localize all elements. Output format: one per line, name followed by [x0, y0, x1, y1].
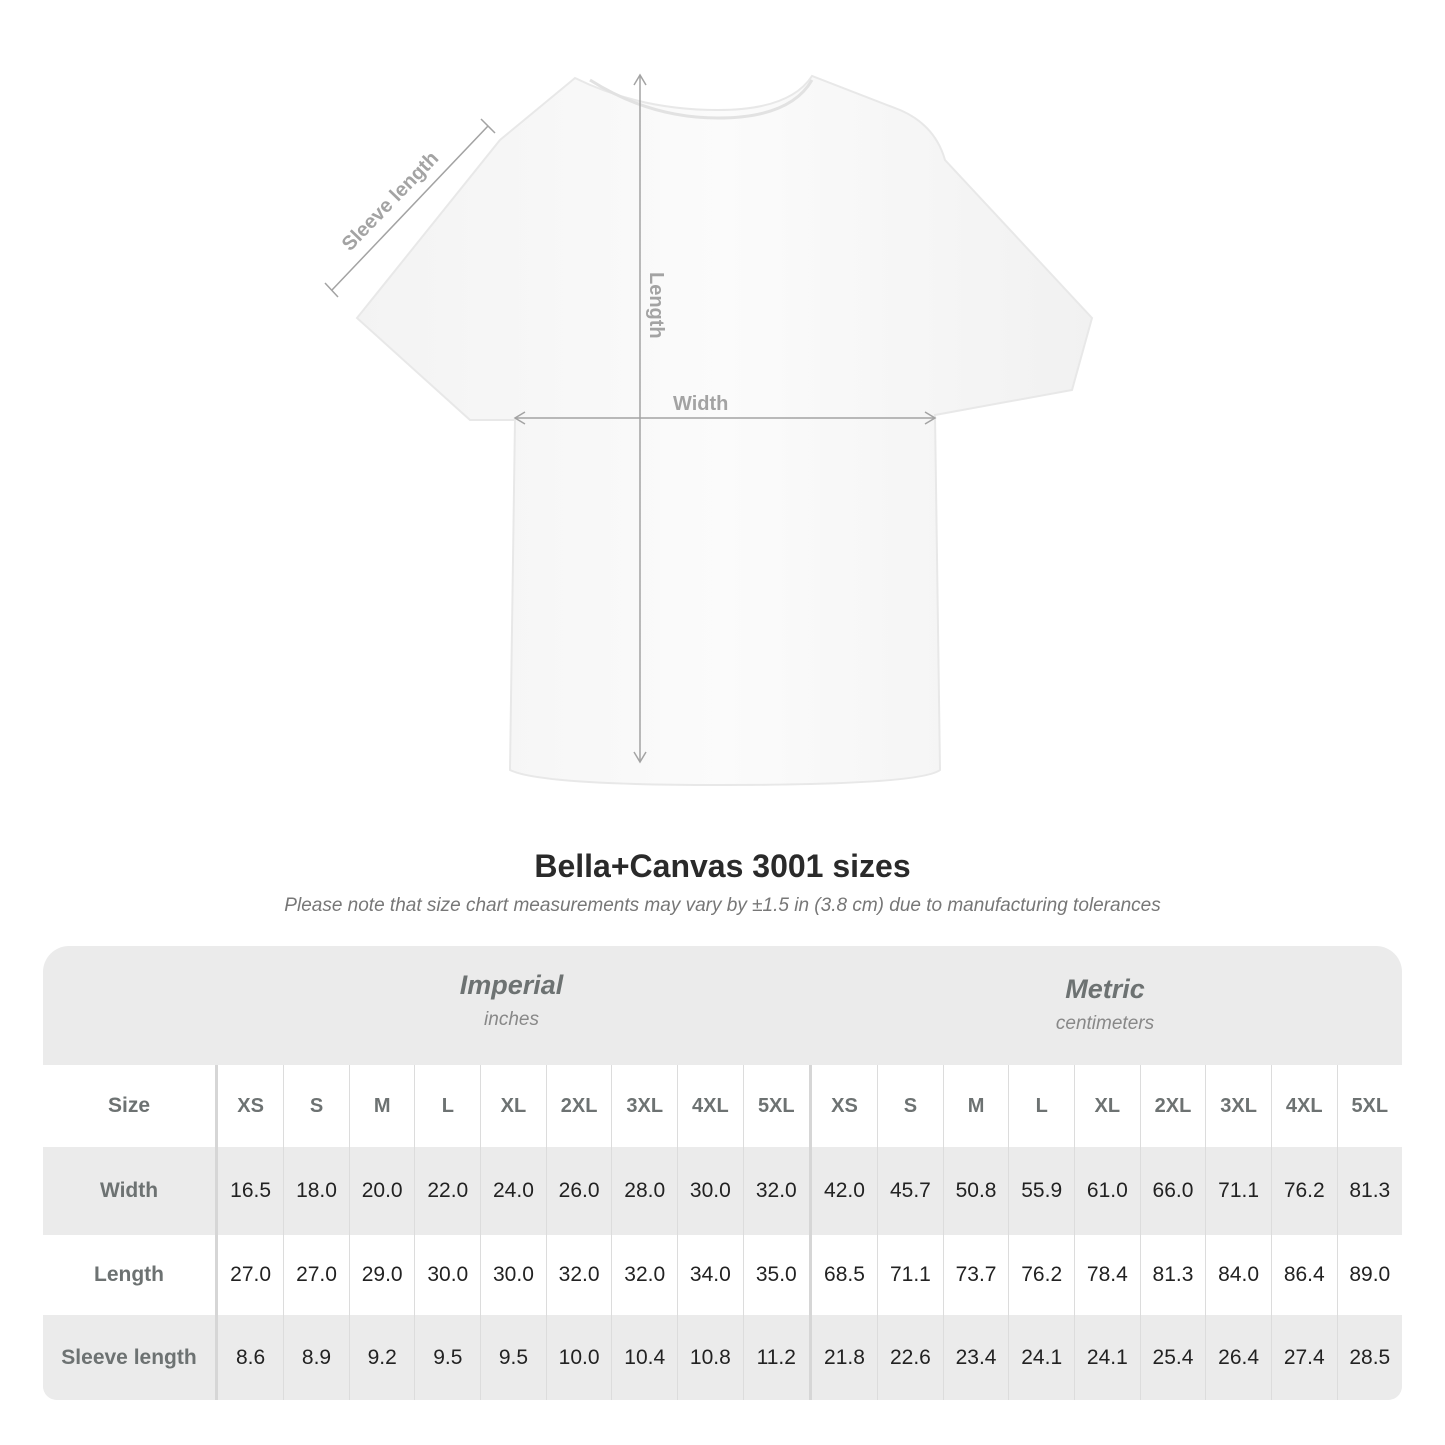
tolerance-note: Please note that size chart measurements… [284, 895, 1161, 916]
imperial-value: 8.9 [283, 1315, 350, 1400]
size-table: Size XS S M L XL 2XL 3XL 4XL 5XL XS S M L XL 2XL 3XL 4XL 5… [43, 1065, 1402, 1400]
imperial-value: 9.2 [348, 1315, 415, 1400]
metric-value: 28.5 [1336, 1315, 1402, 1400]
metric-value: 73.7 [942, 1235, 1009, 1315]
metric-value: 68.5 [808, 1235, 878, 1315]
imperial-value: 28.0 [611, 1147, 678, 1235]
table-row: Length 27.0 27.0 29.0 30.0 30.0 32.0 32.0 34.0 35… [43, 1235, 1402, 1315]
metric-value: 50.8 [942, 1147, 1009, 1235]
size-label: Size [107, 1094, 151, 1117]
sleeve-line [331, 125, 489, 291]
metric-value: 66.0 [1139, 1147, 1206, 1235]
size-header: L [414, 1065, 481, 1147]
row-label: Sleeve length [61, 1345, 197, 1369]
size-chart: Imperial inches Metric centimeters Size XS S… [43, 946, 1402, 1400]
imperial-value: 8.6 [214, 1315, 284, 1400]
metric-value: 27.4 [1270, 1315, 1338, 1400]
imperial-value: 27.0 [214, 1235, 284, 1315]
metric-value: 71.1 [877, 1235, 944, 1315]
imperial-value: 32.0 [611, 1235, 678, 1315]
imperial-value: 20.0 [348, 1147, 415, 1235]
page-title: Bella+Canvas 3001 sizes [534, 848, 911, 884]
metric-value: 22.6 [877, 1315, 944, 1400]
size-header: 4XL [1270, 1065, 1338, 1147]
size-header: XS [808, 1065, 878, 1147]
metric-value: 84.0 [1205, 1235, 1272, 1315]
row-label: Length [94, 1263, 164, 1286]
size-header: L [1008, 1065, 1075, 1147]
metric-value: 26.4 [1205, 1315, 1272, 1400]
imperial-value: 30.0 [677, 1147, 744, 1235]
metric-value: 86.4 [1270, 1235, 1338, 1315]
imperial-value: 35.0 [742, 1235, 811, 1315]
metric-value: 55.9 [1008, 1147, 1075, 1235]
metric-value: 21.8 [808, 1315, 878, 1400]
table-row: Sleeve length 8.6 8.9 9.2 9.5 9.5 10.0 10.4 10.8… [43, 1315, 1402, 1400]
size-header: M [942, 1065, 1009, 1147]
metric-header: Metric centimeters [1055, 974, 1155, 1034]
metric-value: 76.2 [1270, 1147, 1338, 1235]
imperial-value: 30.0 [414, 1235, 481, 1315]
size-header: S [877, 1065, 944, 1147]
imperial-value: 30.0 [480, 1235, 547, 1315]
imperial-value: 16.5 [214, 1147, 284, 1235]
size-header: XL [1074, 1065, 1141, 1147]
size-header: 4XL [677, 1065, 744, 1147]
metric-value: 81.3 [1139, 1235, 1206, 1315]
imperial-value: 34.0 [677, 1235, 744, 1315]
metric-value: 71.1 [1205, 1147, 1272, 1235]
size-header: 2XL [545, 1065, 612, 1147]
tshirt-body [355, 74, 1094, 787]
size-header: 2XL [1139, 1065, 1206, 1147]
metric-value: 81.3 [1336, 1147, 1402, 1235]
length-label: Length [645, 272, 667, 339]
metric-value: 23.4 [942, 1315, 1009, 1400]
imperial-value: 29.0 [348, 1235, 415, 1315]
size-header: 5XL [1336, 1065, 1402, 1147]
imperial-value: 9.5 [414, 1315, 481, 1400]
imperial-value: 10.4 [611, 1315, 678, 1400]
imperial-value: 10.0 [545, 1315, 612, 1400]
size-header: 5XL [742, 1065, 811, 1147]
imperial-value: 9.5 [480, 1315, 547, 1400]
imperial-header: Imperial inches [459, 970, 564, 1030]
imperial-value: 22.0 [414, 1147, 481, 1235]
metric-value: 24.1 [1008, 1315, 1075, 1400]
metric-value: 25.4 [1139, 1315, 1206, 1400]
imperial-value: 32.0 [742, 1147, 811, 1235]
size-header: M [348, 1065, 415, 1147]
metric-value: 45.7 [877, 1147, 944, 1235]
imperial-value: 11.2 [742, 1315, 811, 1400]
size-header: 3XL [611, 1065, 678, 1147]
imperial-value: 24.0 [480, 1147, 547, 1235]
metric-value: 78.4 [1074, 1235, 1141, 1315]
size-header: XS [214, 1065, 284, 1147]
size-header: XL [480, 1065, 547, 1147]
imperial-value: 18.0 [283, 1147, 350, 1235]
metric-value: 42.0 [808, 1147, 878, 1235]
metric-value: 24.1 [1074, 1315, 1141, 1400]
tshirt-diagram: Sleeve length Length Width [324, 73, 1094, 787]
metric-value: 76.2 [1008, 1235, 1075, 1315]
imperial-value: 26.0 [545, 1147, 612, 1235]
row-label: Width [99, 1179, 159, 1202]
imperial-value: 27.0 [283, 1235, 350, 1315]
table-row: Width 16.5 18.0 20.0 22.0 24.0 26.0 28.0 30.0 32.… [43, 1147, 1402, 1235]
size-header: S [283, 1065, 350, 1147]
imperial-value: 10.8 [677, 1315, 744, 1400]
size-header-row: Size XS S M L XL 2XL 3XL 4XL 5XL XS S M L XL 2XL 3XL 4XL 5… [43, 1065, 1402, 1147]
imperial-value: 32.0 [545, 1235, 612, 1315]
size-header: 3XL [1205, 1065, 1272, 1147]
width-label: Width [673, 393, 728, 415]
metric-value: 61.0 [1074, 1147, 1141, 1235]
metric-value: 89.0 [1336, 1235, 1402, 1315]
